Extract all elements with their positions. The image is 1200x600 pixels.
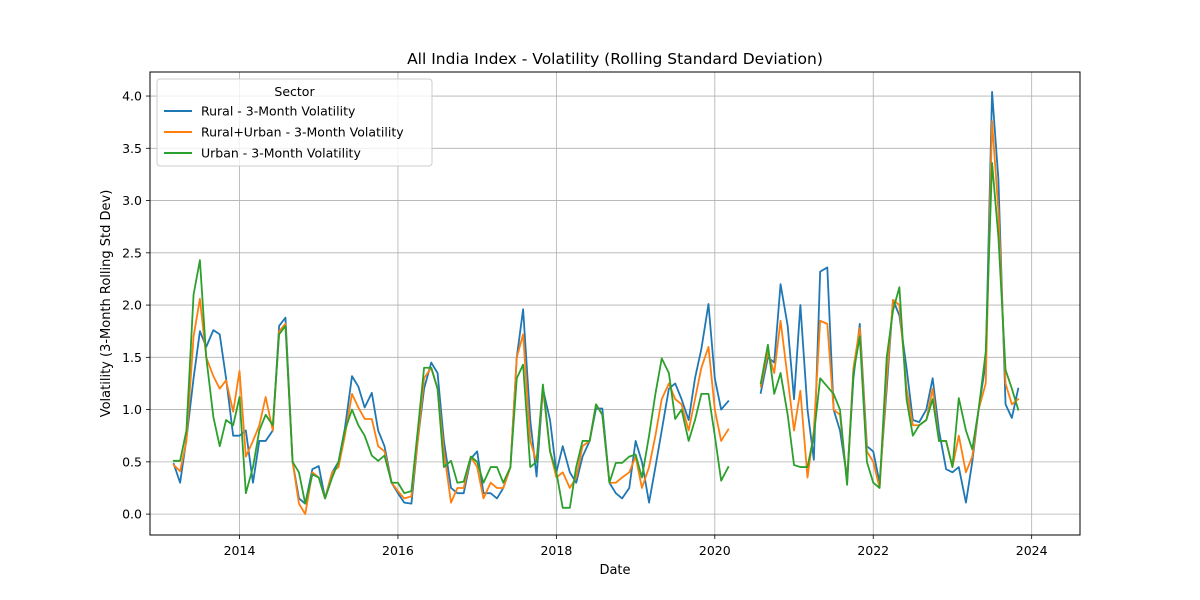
y-tick-label: 1.0 xyxy=(122,402,142,417)
y-tick-label: 4.0 xyxy=(122,89,142,104)
legend-label-rural: Rural - 3-Month Volatility xyxy=(201,104,356,119)
y-axis-ticks: 0.0 0.5 1.0 1.5 2.0 2.5 3.0 3.5 4.0 xyxy=(122,89,150,522)
series-lines xyxy=(172,90,1020,515)
grid-lines xyxy=(150,72,1080,535)
series-line-2 xyxy=(172,162,1020,509)
chart-title: All India Index - Volatility (Rolling St… xyxy=(407,50,823,68)
y-tick-label: 3.0 xyxy=(122,193,142,208)
x-tick-label: 2022 xyxy=(857,543,889,558)
x-tick-label: 2024 xyxy=(1016,543,1048,558)
x-tick-label: 2020 xyxy=(699,543,731,558)
legend-label-urban: Urban - 3-Month Volatility xyxy=(201,146,361,161)
x-tick-label: 2018 xyxy=(540,543,572,558)
y-tick-label: 1.5 xyxy=(122,350,142,365)
y-tick-label: 2.0 xyxy=(122,298,142,313)
y-axis-label: Volatility (3-Month Rolling Std Dev) xyxy=(99,190,114,418)
y-tick-label: 0.5 xyxy=(122,454,142,469)
legend-label-rural-urban: Rural+Urban - 3-Month Volatility xyxy=(201,125,404,140)
y-tick-label: 0.0 xyxy=(122,507,142,522)
y-tick-label: 3.5 xyxy=(122,141,142,156)
x-tick-label: 2014 xyxy=(224,543,256,558)
legend: Sector Rural - 3-Month Volatility Rural+… xyxy=(156,78,433,167)
x-axis-label: Date xyxy=(599,563,630,578)
x-axis-ticks: 2014 2016 2018 2020 2022 2024 xyxy=(224,535,1048,558)
plot-area-frame xyxy=(149,71,1081,536)
x-tick-label: 2016 xyxy=(382,543,414,558)
y-tick-label: 2.5 xyxy=(122,245,142,260)
legend-title: Sector xyxy=(274,84,315,99)
legend-frame xyxy=(156,78,433,167)
